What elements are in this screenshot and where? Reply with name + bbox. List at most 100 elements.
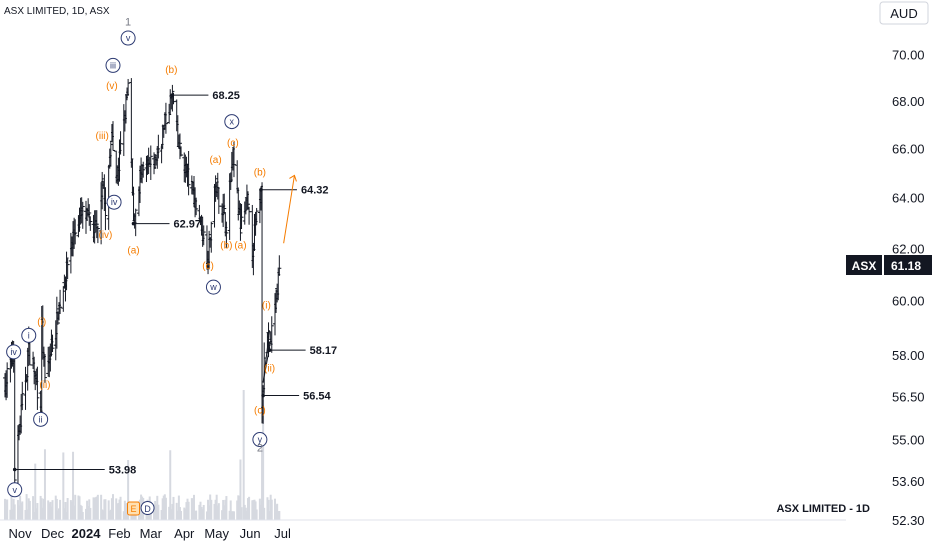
wave-label-circled: y — [258, 435, 263, 445]
symbol-tag — [846, 255, 882, 275]
volume-bar — [216, 505, 219, 520]
volume-bar — [177, 495, 180, 520]
volume-spike — [127, 460, 130, 520]
volume-bar — [24, 510, 27, 520]
chart-title: ASX LIMITED, 1D, ASX — [4, 6, 110, 17]
wave-label-circle — [33, 411, 49, 427]
volume-bar — [169, 450, 172, 520]
volume-bar — [193, 494, 195, 520]
volume-bar — [65, 511, 68, 520]
volume-bar — [100, 494, 103, 520]
volume-bar — [221, 510, 224, 520]
volume-bar — [232, 511, 235, 520]
x-tick-label: Jun — [240, 526, 261, 541]
wave-label-circle — [7, 482, 23, 498]
volume-bar — [72, 451, 75, 520]
price-label: 68.25 — [212, 90, 240, 102]
wave-label-orange: (b) — [220, 240, 232, 251]
volume-bar — [231, 511, 234, 520]
volume-bar — [229, 500, 232, 520]
wave-label-circle — [252, 432, 268, 448]
wave-label-orange: (i) — [37, 317, 46, 328]
volume-bar — [245, 510, 248, 520]
price-axis[interactable]: 52.30 53.60 55.00 56.50 58.00 60.00 62.00 64.00… — [892, 48, 925, 528]
y-tick-label: 60.00 — [892, 294, 925, 309]
volume-bar — [87, 506, 90, 520]
x-tick-label: Mar — [140, 526, 163, 541]
volume-bar — [275, 504, 278, 520]
volume-bar — [58, 508, 60, 520]
volume-bar — [80, 505, 83, 520]
wave-label-circled: x — [230, 117, 235, 127]
volume-bar — [200, 507, 203, 520]
wave-label-circled: i — [28, 330, 30, 340]
projection-arrow — [283, 175, 295, 244]
volume-bar — [217, 503, 220, 520]
volume-bar — [110, 498, 113, 520]
y-tick-label: 58.00 — [892, 348, 925, 363]
volume-bar — [172, 496, 175, 520]
volume-bar — [36, 503, 39, 520]
volume-bar — [156, 495, 159, 520]
volume-bar — [274, 498, 276, 520]
volume-bar — [107, 500, 110, 520]
volume-bar — [117, 503, 120, 520]
volume-bar — [213, 503, 216, 520]
volume-bar — [155, 504, 158, 520]
volume-bar — [13, 504, 16, 520]
volume-bar — [223, 505, 226, 520]
volume-bar — [95, 496, 98, 520]
time-axis[interactable]: Nov Dec 2024 Feb Mar Apr May Jun Jul — [0, 519, 846, 541]
wave-label-circled: iii — [110, 60, 116, 70]
volume-bar — [55, 498, 58, 520]
volume-bar — [208, 505, 211, 520]
earnings-marker[interactable] — [127, 501, 141, 516]
wave-degree-label: 1 — [125, 16, 131, 28]
volume-bar — [230, 511, 233, 520]
wave-label-orange: (b) — [165, 65, 177, 76]
y-tick-label: 70.00 — [892, 48, 925, 63]
wave-label-circle — [105, 57, 121, 73]
volume-bar — [66, 498, 69, 520]
symbol-tag-label: ASX — [852, 259, 877, 273]
volume-bar — [51, 500, 54, 520]
x-tick-label: Jul — [274, 526, 291, 541]
volume-bar — [43, 449, 46, 520]
volume-bar — [94, 497, 97, 520]
volume-bar — [54, 495, 57, 520]
wave-label-circled: v — [12, 485, 17, 495]
volume-bar — [92, 497, 95, 520]
volume-bar — [119, 496, 122, 520]
volume-bar — [70, 501, 73, 520]
volume-bar — [77, 495, 80, 520]
volume-bar — [27, 498, 30, 520]
volume-bar — [202, 504, 205, 520]
volume-bar — [255, 509, 258, 520]
dividend-marker[interactable] — [140, 501, 155, 515]
volume-bar — [171, 503, 174, 520]
volume-bar — [104, 499, 107, 520]
wave-label-orange: (ii) — [39, 380, 50, 391]
currency-box[interactable] — [879, 1, 929, 25]
wave-degree-label: 2 — [257, 442, 263, 454]
volume-bar — [178, 507, 181, 520]
price-label: 62.97 — [174, 219, 202, 231]
wave-label-orange: (c) — [254, 406, 266, 417]
volume-bar — [28, 500, 31, 520]
volume-bar — [161, 498, 164, 520]
x-tick-label: Dec — [41, 526, 65, 541]
x-tick-label: Feb — [108, 526, 130, 541]
x-tick-label: May — [204, 526, 229, 541]
x-tick-label: 2024 — [72, 526, 102, 541]
volume-bar — [109, 509, 112, 520]
wedge-line-lower — [262, 346, 271, 383]
volume-bar — [88, 499, 91, 520]
y-tick-label: 62.00 — [892, 241, 925, 256]
volume-bar — [50, 506, 53, 520]
y-tick-label: 53.60 — [892, 474, 925, 489]
volume-bar — [73, 505, 76, 520]
volume-bar — [267, 499, 270, 520]
wave-label-orange: (i) — [262, 301, 271, 312]
volume-bar — [207, 499, 210, 520]
